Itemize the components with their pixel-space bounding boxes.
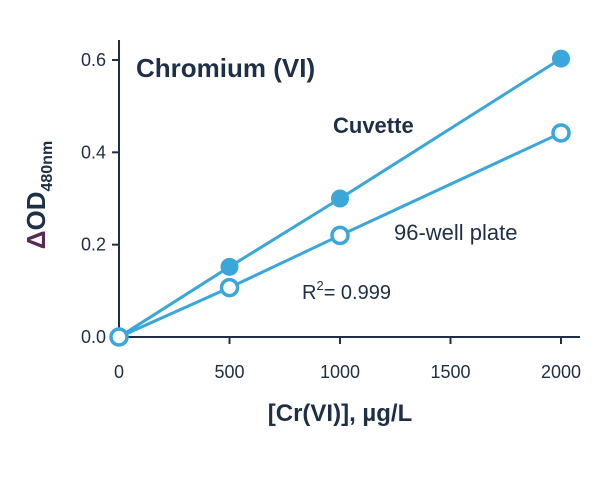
y-tick-label: 0.6 — [81, 50, 106, 70]
y-axis-label: ΔOD480nm — [21, 141, 56, 249]
y-axis-label-main: OD — [21, 192, 51, 231]
x-tick-label: 2000 — [541, 362, 581, 382]
x-ticks: 0 500 1000 1500 2000 — [114, 337, 581, 382]
series-label-96-well-plate: 96-well plate — [394, 220, 518, 245]
y-tick-label: 0.4 — [81, 142, 106, 162]
r-squared-annotation: R2= 0.999 — [302, 278, 391, 304]
r-squared-value: = 0.999 — [324, 282, 391, 304]
series-line-96-well-plate — [118, 131, 562, 339]
x-tick-label: 0 — [114, 362, 124, 382]
y-axis-label-delta: Δ — [21, 231, 51, 250]
series-label-cuvette: Cuvette — [333, 113, 414, 138]
r-squared-r: R — [302, 282, 316, 304]
x-tick-label: 500 — [214, 362, 244, 382]
series-line-cuvette — [118, 57, 562, 339]
data-point-cuvette — [220, 257, 239, 276]
data-point-cuvette — [552, 49, 570, 68]
data-point-96-well-plate — [551, 123, 571, 143]
x-axis-label: [Cr(VI)], µg/L — [268, 400, 412, 427]
x-tick-label: 1500 — [430, 362, 470, 382]
data-point-96-well-plate — [330, 225, 350, 246]
y-ticks: 0.0 0.2 0.4 0.6 — [81, 50, 119, 347]
x-tick-label: 1000 — [320, 362, 360, 382]
data-point-96-well-plate — [109, 327, 129, 347]
y-tick-label: 0.2 — [81, 235, 106, 255]
r-squared-sup: 2 — [316, 278, 323, 293]
series-lines — [118, 57, 562, 339]
data-point-cuvette — [331, 189, 349, 208]
y-axis-label-subscript: 480nm — [39, 141, 56, 192]
chart-title: Chromium (VI) — [136, 53, 315, 83]
data-point-96-well-plate — [219, 277, 240, 298]
series-points — [109, 49, 571, 347]
y-tick-label: 0.0 — [81, 327, 106, 347]
